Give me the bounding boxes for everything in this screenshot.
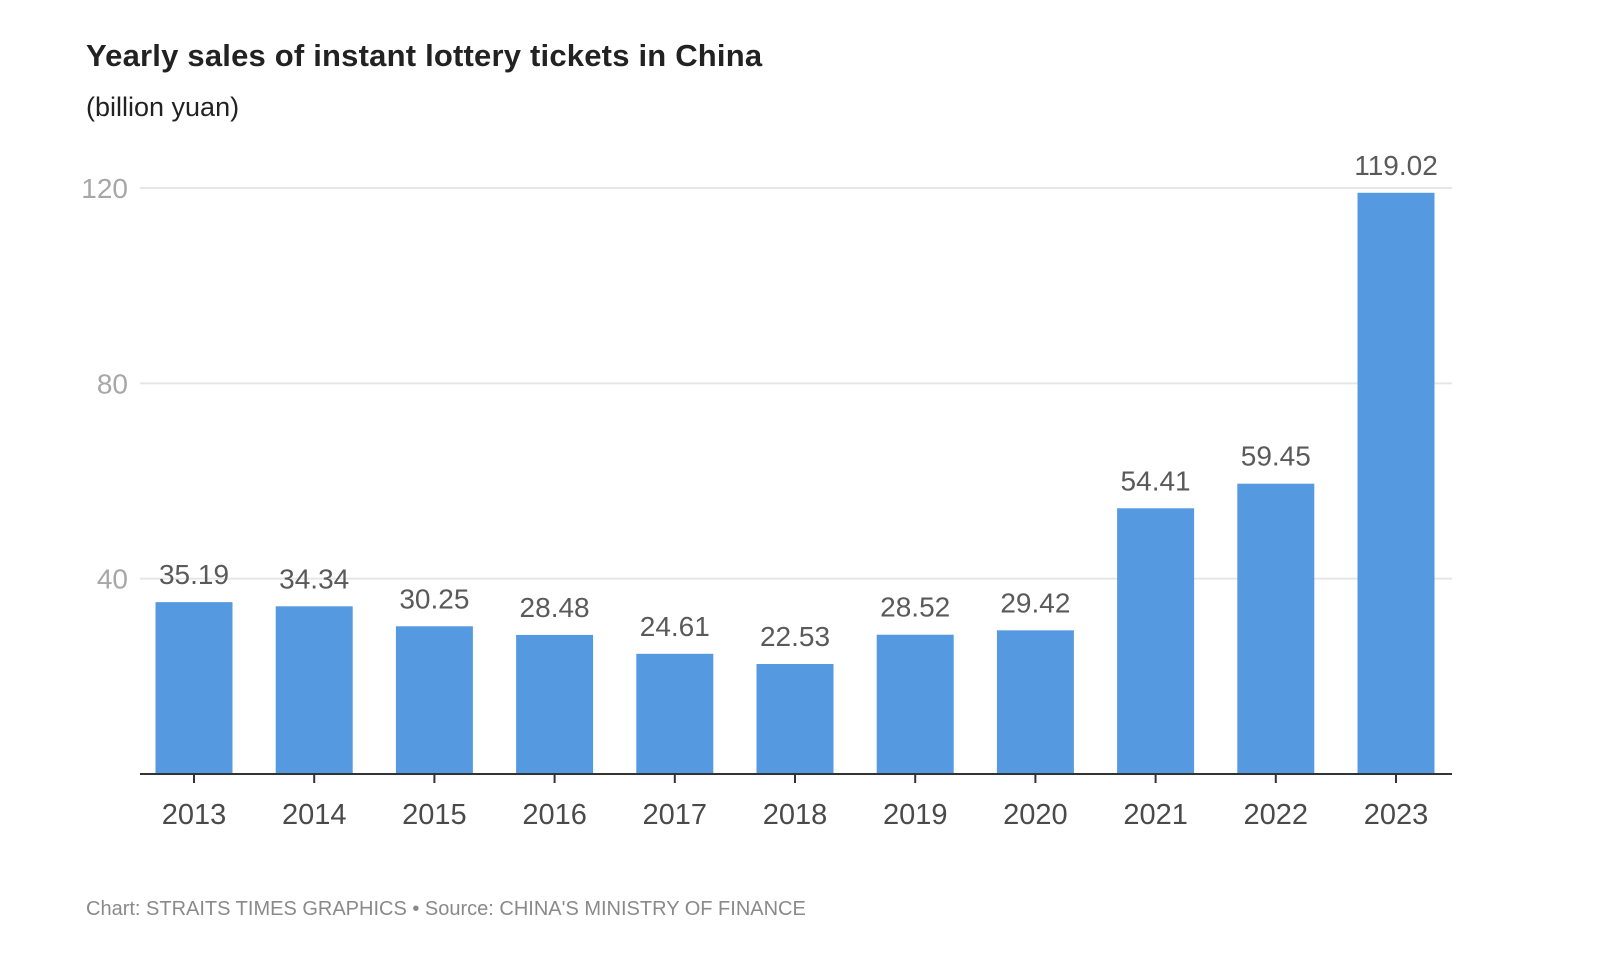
value-labels: 35.19 34.34 30.25 28.48 24.61 22.53 28.52 29.42… — [159, 150, 1438, 652]
y-tick-label-40: 40 — [97, 564, 128, 595]
y-axis: 40 80 120 — [81, 173, 128, 595]
chart-subtitle: (billion yuan) — [86, 92, 240, 122]
value-label-2022: 59.45 — [1241, 441, 1311, 472]
x-tick-label-2017: 2017 — [643, 799, 708, 831]
x-axis: 2013 2014 2015 2016 2017 2018 2019 2020 2021 2022… — [140, 773, 1452, 831]
value-label-2020: 29.42 — [1000, 587, 1070, 618]
x-tick-label-2020: 2020 — [1003, 799, 1068, 831]
value-label-2013: 35.19 — [159, 559, 229, 590]
x-tick-label-2018: 2018 — [763, 799, 828, 831]
bar-2016 — [516, 634, 594, 774]
bar-2022 — [1237, 483, 1315, 774]
value-label-2014: 34.34 — [279, 563, 349, 594]
bar-2018 — [756, 663, 834, 774]
y-tick-label-120: 120 — [81, 173, 128, 204]
bar-2017 — [636, 653, 714, 774]
bar-2015 — [395, 626, 473, 774]
value-label-2015: 30.25 — [399, 583, 469, 614]
bar-2019 — [876, 634, 954, 774]
x-tick-label-2015: 2015 — [402, 799, 467, 831]
x-tick-label-2014: 2014 — [282, 799, 347, 831]
bars — [155, 192, 1435, 775]
gridlines — [140, 187, 1452, 580]
chart-source-footer: Chart: STRAITS TIMES GRAPHICS • Source: … — [86, 898, 806, 920]
value-label-2016: 28.48 — [520, 592, 590, 623]
x-tick-label-2019: 2019 — [883, 799, 948, 831]
value-label-2017: 24.61 — [640, 611, 710, 642]
chart-title: Yearly sales of instant lottery tickets … — [86, 38, 763, 73]
value-label-2019: 28.52 — [880, 592, 950, 623]
bar-2020 — [996, 630, 1074, 774]
bar-2013 — [155, 602, 233, 774]
x-tick-label-2021: 2021 — [1123, 799, 1188, 831]
value-label-2023: 119.02 — [1354, 150, 1438, 181]
bar-2023 — [1357, 192, 1435, 775]
bar-2021 — [1117, 508, 1195, 774]
x-tick-label-2016: 2016 — [522, 799, 587, 831]
value-label-2018: 22.53 — [760, 621, 830, 652]
x-tick-label-2022: 2022 — [1244, 799, 1309, 831]
y-tick-label-80: 80 — [97, 368, 128, 399]
bar-2014 — [275, 606, 353, 774]
x-tick-label-2023: 2023 — [1364, 799, 1429, 831]
x-tick-label-2013: 2013 — [162, 799, 227, 831]
value-label-2021: 54.41 — [1121, 465, 1191, 496]
